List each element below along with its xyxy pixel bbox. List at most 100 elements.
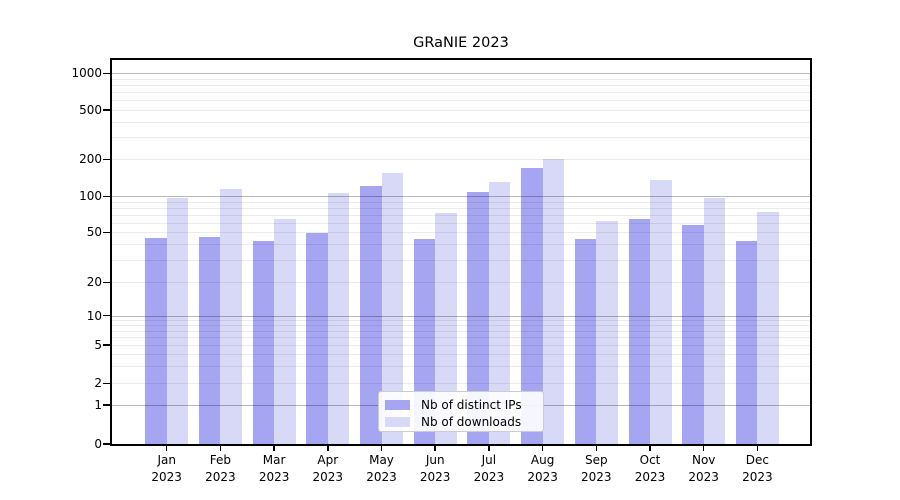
bar-downloads-nov [703, 197, 726, 444]
x-tick-label-apr: Apr 2023 [312, 453, 344, 484]
legend-label-distinct-ips: Nb of distinct IPs [421, 397, 522, 412]
minor-gridline [112, 320, 810, 322]
y-tick-mark [103, 231, 110, 234]
x-tick-mark [756, 446, 759, 451]
y-tick-label: 200 [79, 152, 102, 167]
x-tick-mark [434, 446, 436, 451]
x-tick-label-nov: Nov 2023 [688, 453, 719, 484]
bar-downloads-jun [435, 212, 457, 444]
y-tick-mark [103, 382, 110, 385]
x-tick-label-feb: Feb 2023 [205, 453, 236, 484]
bar-distinct-ips-dec [735, 240, 758, 444]
x-tick-mark [541, 446, 544, 451]
minor-gridline [112, 260, 810, 262]
y-tick-mark [103, 344, 110, 346]
minor-gridline [112, 122, 810, 123]
y-tick-label: 1000 [71, 66, 102, 81]
y-tick-label: 5 [94, 338, 102, 352]
minor-gridline [112, 159, 810, 161]
y-tick-mark [103, 281, 110, 284]
y-tick-mark [103, 72, 110, 75]
bar-downloads-feb [220, 188, 242, 444]
x-tick-mark [273, 446, 275, 451]
y-tick-mark [103, 443, 110, 445]
minor-gridline [112, 214, 810, 216]
bar-distinct-ips-feb [198, 236, 221, 444]
y-tick-mark [103, 404, 110, 406]
legend: Nb of distinct IPs Nb of downloads [378, 391, 544, 432]
bar-distinct-ips-apr [306, 233, 328, 444]
x-tick-label-jun: Jun 2023 [419, 453, 451, 484]
legend-swatch-distinct-ips [385, 399, 410, 410]
y-tick-label: 1 [94, 398, 102, 412]
y-tick-label: 0 [94, 437, 102, 451]
minor-gridline [112, 337, 810, 339]
bar-distinct-ips-mar [252, 240, 275, 444]
x-tick-label-dec: Dec 2023 [742, 453, 773, 484]
x-tick-mark [649, 446, 651, 451]
minor-gridline [112, 232, 810, 234]
legend-item-distinct-ips: Nb of distinct IPs [385, 396, 543, 413]
y-tick-mark [103, 109, 110, 111]
chart-title: GRaNIE 2023 [413, 35, 509, 51]
y-tick-label: 2 [94, 376, 102, 391]
x-tick-mark [327, 446, 329, 451]
bar-distinct-ips-jan [145, 238, 167, 444]
bar-distinct-ips-jul [467, 192, 489, 444]
x-tick-mark [595, 446, 598, 451]
minor-gridline [112, 222, 810, 224]
x-tick-mark [702, 446, 705, 451]
x-tick-label-jul: Jul 2023 [473, 453, 505, 484]
legend-swatch-downloads [385, 416, 410, 427]
y-tick-mark [103, 314, 110, 317]
bar-downloads-mar [274, 218, 296, 444]
minor-gridline [112, 78, 810, 80]
bar-downloads-oct [650, 179, 672, 444]
minor-gridline [112, 244, 810, 246]
minor-gridline [112, 100, 810, 102]
minor-gridline [112, 345, 810, 346]
major-gridline [112, 315, 810, 317]
bars-layer [112, 60, 810, 444]
x-tick-label-sep: Sep 2023 [581, 453, 612, 484]
bar-distinct-ips-nov [682, 224, 704, 444]
legend-label-downloads: Nb of downloads [421, 414, 522, 429]
minor-gridline [112, 207, 810, 209]
y-tick-label: 100 [79, 189, 102, 204]
bar-downloads-may [381, 172, 403, 444]
minor-gridline [112, 325, 810, 327]
y-tick-mark [103, 158, 110, 161]
bar-distinct-ips-may [360, 185, 382, 444]
grid-layer [112, 60, 810, 444]
y-tick-label: 20 [86, 275, 102, 290]
major-gridline [112, 196, 810, 198]
bar-downloads-sep [596, 221, 618, 444]
minor-gridline [112, 366, 810, 368]
bar-downloads-apr [327, 193, 350, 444]
x-tick-label-mar: Mar 2023 [258, 453, 290, 484]
x-tick-label-jan: Jan 2023 [151, 453, 182, 484]
legend-item-downloads: Nb of downloads [385, 413, 543, 430]
y-tick-label: 10 [86, 308, 102, 323]
major-gridline [112, 73, 810, 75]
minor-gridline [112, 383, 810, 385]
x-tick-label-may: May 2023 [366, 453, 397, 484]
plot-area [110, 58, 812, 446]
x-tick-label-oct: Oct 2023 [634, 453, 666, 484]
minor-gridline [112, 137, 810, 139]
x-tick-mark [219, 446, 222, 451]
minor-gridline [112, 330, 810, 332]
x-tick-mark [165, 446, 168, 451]
minor-gridline [112, 282, 810, 284]
minor-gridline [112, 85, 810, 87]
minor-gridline [112, 92, 810, 94]
bar-downloads-dec [757, 212, 779, 444]
minor-gridline [112, 354, 810, 356]
minor-gridline [112, 201, 810, 203]
x-tick-mark [380, 446, 383, 451]
bar-downloads-jan [166, 197, 189, 444]
minor-gridline [112, 110, 810, 111]
bar-distinct-ips-aug [521, 168, 543, 444]
y-tick-label: 500 [79, 103, 102, 117]
